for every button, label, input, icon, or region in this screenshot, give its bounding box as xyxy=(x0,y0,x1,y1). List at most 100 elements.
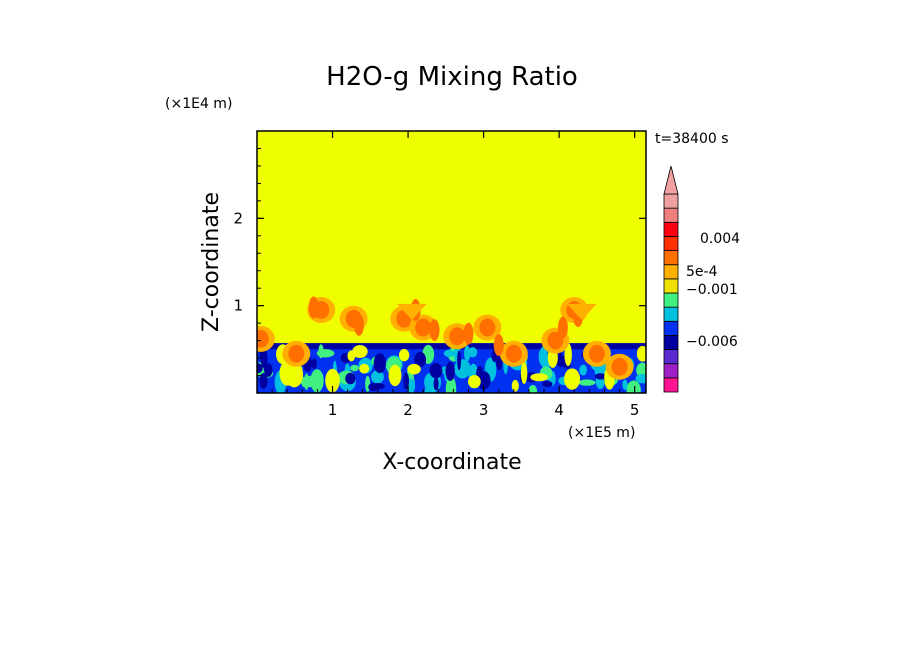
colorbar-swatch-9 xyxy=(663,264,679,280)
field-patch xyxy=(352,345,368,359)
colorbar-label-4: −0.006 xyxy=(686,334,738,350)
colorbar-swatch-7 xyxy=(663,292,679,308)
plume-top xyxy=(396,303,427,320)
colorbar-labels: 0.004 5e-4 −0.001 −0.006 xyxy=(686,231,740,350)
y-scale-label: (×1E4 m) xyxy=(165,96,232,112)
plume-core xyxy=(611,357,628,376)
plume-core xyxy=(588,344,605,363)
plume-core xyxy=(547,331,564,350)
field-patch xyxy=(542,380,553,388)
colorbar-swatch-13 xyxy=(663,207,679,223)
plume-core xyxy=(415,318,432,337)
plot-area xyxy=(257,131,646,393)
colorbar-swatch-12 xyxy=(663,221,679,237)
plume-top xyxy=(566,303,597,320)
plume-filament xyxy=(429,319,440,342)
colorbar-swatch-10 xyxy=(663,250,679,266)
time-label: t=38400 s xyxy=(655,131,729,147)
plot-frame xyxy=(256,130,647,394)
x-tick-label-2: 2 xyxy=(403,401,413,419)
field-patch xyxy=(457,350,462,371)
plume-core xyxy=(257,329,269,348)
field-patch xyxy=(371,370,384,384)
field-patch xyxy=(564,368,581,390)
colorbar-swatch-5 xyxy=(663,320,679,336)
field-patch xyxy=(578,379,596,386)
field-patch xyxy=(443,349,455,358)
colorbar-label-2: 5e-4 xyxy=(686,264,718,280)
y-tick-label-2: 2 xyxy=(233,209,243,227)
colorbar xyxy=(663,165,679,393)
plume-core xyxy=(288,344,305,363)
plume-core xyxy=(479,318,496,337)
colorbar-label-1: 0.004 xyxy=(700,231,740,247)
colorbar-swatch-11 xyxy=(663,236,679,251)
field-patch xyxy=(429,363,443,379)
field-layer xyxy=(257,296,646,393)
chart-title: H2O-g Mixing Ratio xyxy=(326,62,578,92)
field-patch xyxy=(635,374,646,384)
field-patch xyxy=(445,361,455,381)
plume-filament xyxy=(308,296,319,319)
colorbar-swatch-6 xyxy=(663,306,679,322)
field-patch xyxy=(433,377,439,391)
field-patch xyxy=(476,371,491,390)
field-patch xyxy=(594,373,606,380)
field-patch xyxy=(285,361,304,388)
field-patch xyxy=(398,348,410,362)
field-patch xyxy=(407,363,421,375)
field-patch xyxy=(520,361,528,384)
field-patch xyxy=(564,342,572,367)
colorbar-extend-arrow xyxy=(663,165,679,195)
field-patch xyxy=(264,363,273,377)
field-patch xyxy=(579,364,587,376)
field-patch xyxy=(318,344,324,359)
field-patch xyxy=(345,372,356,385)
colorbar-swatch-8 xyxy=(663,278,679,294)
x-tick-label-1: 1 xyxy=(328,401,338,419)
field-patch xyxy=(414,351,427,368)
field-patch xyxy=(359,363,370,374)
field-patch xyxy=(636,362,646,378)
field-patch xyxy=(468,347,478,358)
x-tick-label-4: 4 xyxy=(554,401,564,419)
field-patch xyxy=(259,373,268,389)
field-patch xyxy=(311,358,317,369)
colorbar-swatch-3 xyxy=(663,349,679,365)
y-axis-label: Z-coordinate xyxy=(199,192,224,332)
plume-filament xyxy=(493,333,504,356)
plume-filament xyxy=(463,322,474,345)
field-patch xyxy=(257,363,263,374)
field-patch xyxy=(373,353,386,373)
x-scale-label: (×1E5 m) xyxy=(568,425,635,441)
field-patch xyxy=(325,368,340,393)
plume-core xyxy=(505,344,522,363)
field-patch xyxy=(445,376,457,393)
x-axis-label: X-coordinate xyxy=(382,450,521,475)
plume-filament xyxy=(353,313,364,336)
y-tick-label-1: 1 xyxy=(233,297,243,315)
y-ticks: 12 xyxy=(233,147,646,377)
x-ticks: 1 2 3 4 5 xyxy=(271,131,639,419)
plume-filament xyxy=(557,316,568,339)
field-patch xyxy=(300,375,318,388)
field-patch xyxy=(371,383,385,390)
colorbar-label-3: −0.001 xyxy=(686,282,738,298)
field-patch xyxy=(403,372,410,390)
colorbar-swatch-1 xyxy=(663,377,679,393)
field-patch xyxy=(636,345,646,362)
field-patch xyxy=(468,374,481,389)
colorbar-swatch-2 xyxy=(663,363,679,379)
x-tick-label-3: 3 xyxy=(479,401,489,419)
field-patch xyxy=(464,345,471,362)
field-patch xyxy=(511,379,519,392)
plume-core xyxy=(449,327,466,346)
field-patch xyxy=(626,380,641,393)
colorbar-swatch-4 xyxy=(663,335,679,350)
field-patch xyxy=(530,373,549,382)
field-patch xyxy=(528,385,538,393)
field-patch xyxy=(388,364,402,387)
field-patch xyxy=(622,379,628,390)
colorbar-swatch-14 xyxy=(663,193,679,209)
